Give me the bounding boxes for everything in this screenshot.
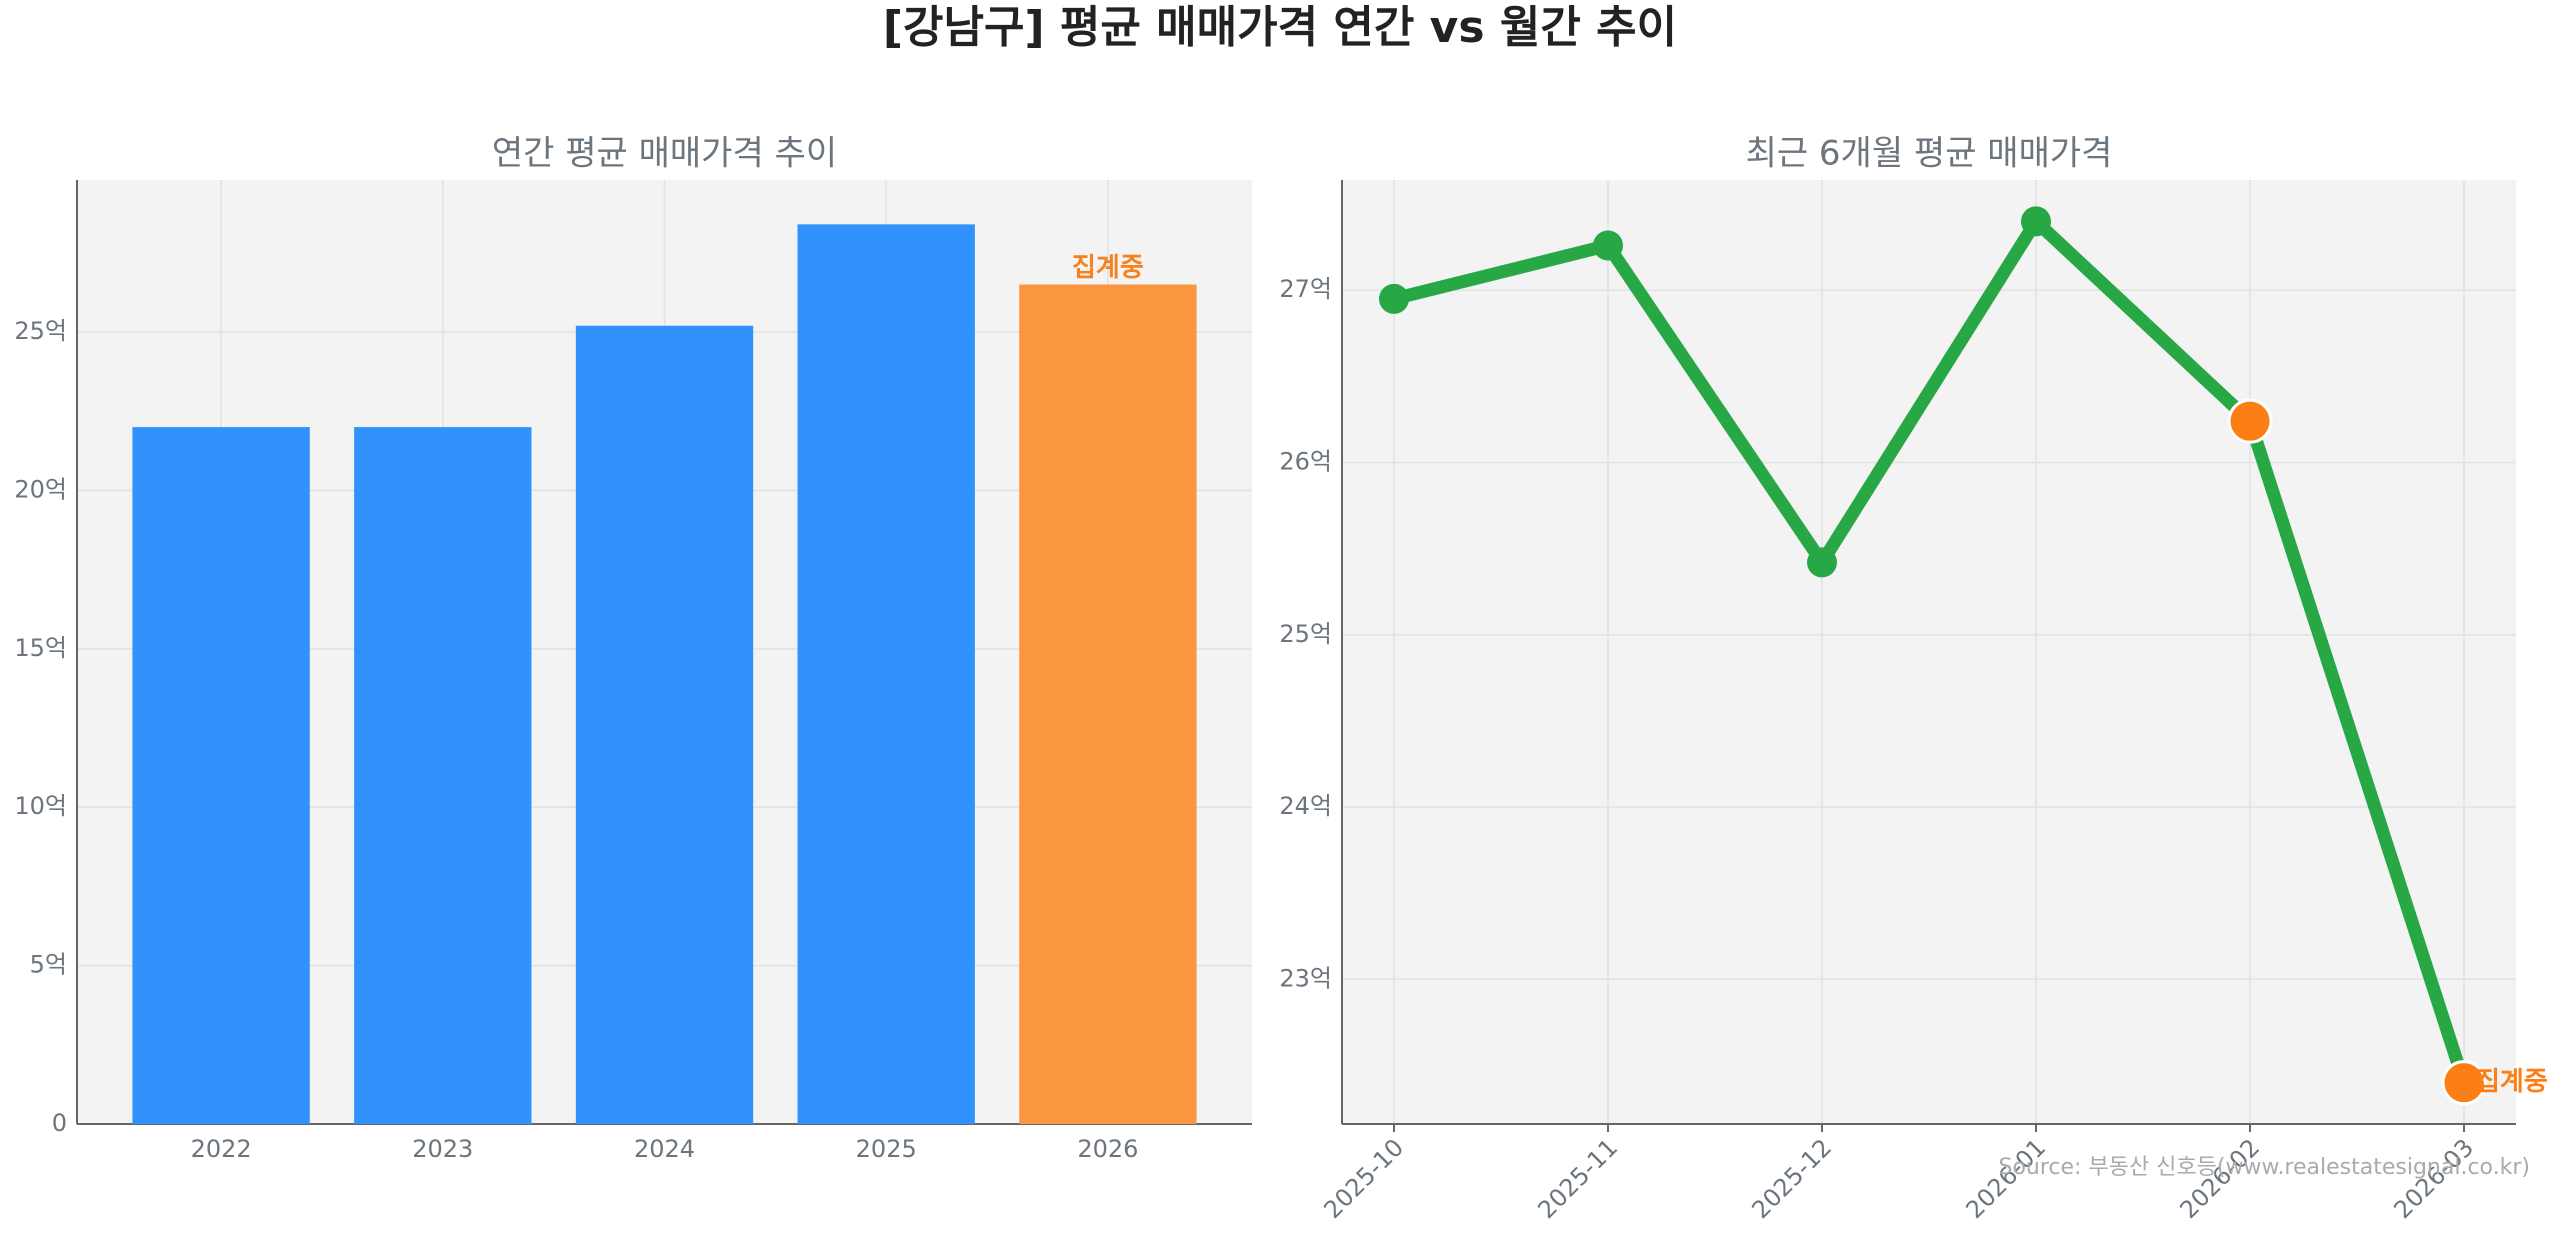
y-tick-label: 24억 bbox=[1279, 792, 1332, 820]
plot-background bbox=[1342, 180, 2516, 1124]
subplot: 최근 6개월 평균 매매가격 23억 24억 25억 26억 27억 2025-10 2025… bbox=[1279, 134, 2547, 1225]
x-tick-label: 2022 bbox=[191, 1135, 252, 1163]
x-tick-label: 2026 bbox=[1077, 1135, 1138, 1163]
y-tick-label: 5억 bbox=[30, 951, 67, 979]
subplot-title: 연간 평균 매매가격 추이 bbox=[492, 134, 837, 174]
bar bbox=[575, 325, 754, 1124]
y-tick-label: 23억 bbox=[1279, 964, 1332, 992]
y-tick-label: 25억 bbox=[1279, 620, 1332, 648]
y-tick-label: 15억 bbox=[14, 634, 67, 662]
y-tick-label: 0 bbox=[52, 1109, 67, 1137]
y-tick-label: 25억 bbox=[14, 317, 67, 345]
y-tick-label: 10억 bbox=[14, 792, 67, 820]
y-tick-label: 27억 bbox=[1279, 275, 1332, 303]
point bbox=[2227, 398, 2273, 444]
point bbox=[1593, 230, 1623, 261]
bar bbox=[354, 427, 532, 1124]
x-tick-label: 2023 bbox=[412, 1135, 473, 1163]
point bbox=[2441, 1060, 2487, 1106]
y-tick-label: 20억 bbox=[14, 475, 67, 503]
figure-title: [강남구] 평균 매매가격 연간 vs 월간 추이 bbox=[883, 2, 1677, 53]
x-tick-label: 2025 bbox=[856, 1135, 917, 1163]
annotation: 집계중 bbox=[1072, 253, 1144, 283]
x-tick-label: 2025-10 bbox=[1318, 1133, 1409, 1224]
point bbox=[1807, 547, 1837, 578]
bar bbox=[797, 224, 975, 1124]
point bbox=[1379, 283, 1409, 314]
subplot: 연간 평균 매매가격 추이 0 5억 10억 15억 20억 25억 2022 2023 2024… bbox=[14, 134, 1252, 1163]
line bbox=[1392, 214, 2471, 1085]
subplot-title: 최근 6개월 평균 매매가격 bbox=[1746, 134, 2113, 174]
source-note: Source: 부동산 신호등(www.realestatesignal.co.… bbox=[1999, 1155, 2531, 1180]
annotation: 집계중 bbox=[2476, 1067, 2548, 1097]
x-tick-label: 2025-11 bbox=[1532, 1133, 1623, 1224]
x-tick-label: 2024 bbox=[634, 1135, 695, 1163]
point bbox=[2021, 206, 2051, 237]
y-tick-label: 26억 bbox=[1279, 448, 1332, 476]
bar bbox=[1019, 284, 1197, 1124]
bar bbox=[132, 427, 310, 1124]
x-tick-label: 2025-12 bbox=[1746, 1133, 1837, 1224]
